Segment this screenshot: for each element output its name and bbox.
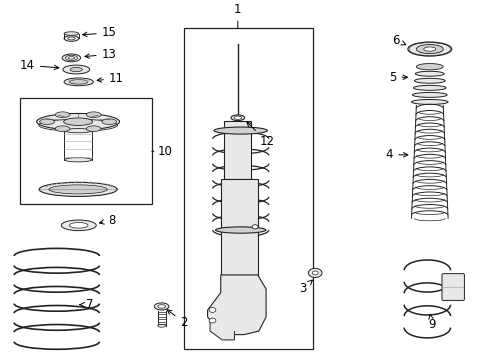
Text: 11: 11 — [97, 72, 123, 85]
Ellipse shape — [158, 324, 165, 327]
Ellipse shape — [61, 220, 96, 231]
Circle shape — [252, 225, 258, 229]
Ellipse shape — [62, 54, 81, 62]
Text: 6: 6 — [391, 34, 405, 47]
Text: 4: 4 — [385, 148, 407, 161]
Bar — [20, 98, 152, 204]
Ellipse shape — [413, 85, 445, 90]
Text: 12: 12 — [246, 122, 274, 148]
Text: 2: 2 — [167, 310, 187, 329]
Circle shape — [209, 307, 215, 312]
Ellipse shape — [102, 119, 116, 125]
Ellipse shape — [64, 32, 79, 35]
Text: 15: 15 — [82, 26, 116, 39]
Ellipse shape — [40, 119, 54, 125]
Ellipse shape — [49, 185, 107, 194]
Ellipse shape — [55, 112, 70, 117]
Text: 3: 3 — [299, 280, 312, 295]
Ellipse shape — [423, 47, 435, 51]
Text: 1: 1 — [234, 3, 241, 28]
Ellipse shape — [39, 182, 117, 197]
Ellipse shape — [64, 129, 92, 133]
Ellipse shape — [65, 55, 77, 60]
Ellipse shape — [63, 118, 92, 125]
Ellipse shape — [308, 268, 322, 278]
Bar — [183, 28, 312, 349]
Ellipse shape — [412, 93, 446, 97]
Ellipse shape — [63, 65, 89, 74]
Ellipse shape — [415, 63, 442, 70]
Ellipse shape — [55, 126, 70, 131]
Circle shape — [209, 318, 215, 323]
Ellipse shape — [215, 227, 265, 233]
FancyBboxPatch shape — [441, 274, 464, 301]
Ellipse shape — [64, 78, 93, 86]
Polygon shape — [210, 320, 234, 340]
Text: 10: 10 — [158, 145, 172, 158]
Ellipse shape — [415, 71, 443, 76]
Ellipse shape — [230, 115, 244, 121]
Text: 7: 7 — [80, 298, 93, 311]
Ellipse shape — [37, 113, 120, 130]
Ellipse shape — [407, 42, 451, 56]
Ellipse shape — [154, 303, 168, 310]
Ellipse shape — [69, 80, 88, 84]
Ellipse shape — [414, 78, 444, 83]
Text: 14: 14 — [20, 59, 59, 72]
Ellipse shape — [312, 271, 318, 275]
Ellipse shape — [214, 127, 267, 134]
Bar — [224, 121, 251, 179]
Ellipse shape — [411, 99, 447, 104]
Ellipse shape — [86, 112, 101, 117]
Ellipse shape — [158, 305, 165, 308]
Ellipse shape — [70, 67, 82, 72]
Text: 5: 5 — [388, 71, 407, 84]
Text: 9: 9 — [427, 314, 435, 330]
Ellipse shape — [69, 222, 88, 228]
Bar — [221, 179, 257, 275]
Ellipse shape — [415, 45, 442, 54]
Ellipse shape — [86, 126, 101, 131]
Text: 13: 13 — [85, 48, 116, 61]
Polygon shape — [207, 275, 265, 335]
Text: 8: 8 — [100, 213, 115, 226]
Ellipse shape — [68, 57, 74, 59]
Ellipse shape — [64, 158, 92, 162]
Ellipse shape — [68, 37, 75, 40]
Ellipse shape — [233, 116, 241, 119]
Ellipse shape — [64, 36, 79, 41]
